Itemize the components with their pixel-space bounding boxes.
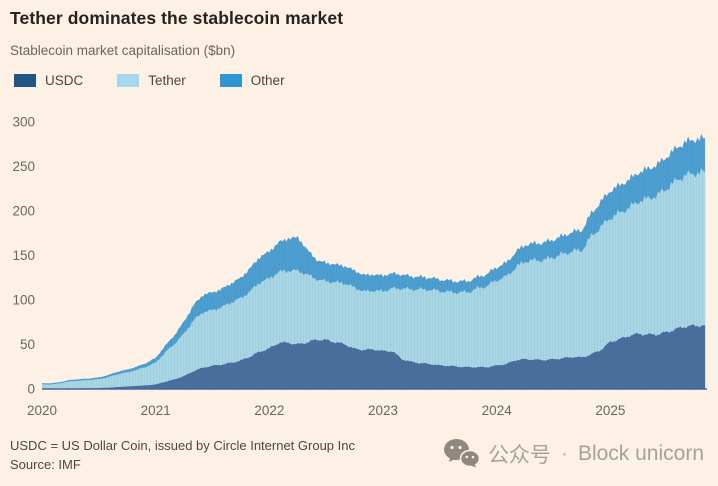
legend-item-usdc: USDC (14, 73, 83, 88)
x-tick-label: 2025 (595, 403, 625, 418)
y-tick-label: 150 (12, 248, 35, 263)
x-tick-label: 2022 (254, 403, 284, 418)
bar-texture-overlay (42, 133, 706, 389)
y-tick-label: 50 (20, 337, 35, 352)
wechat-icon (443, 439, 480, 468)
x-tick-label: 2020 (27, 403, 57, 418)
tether-swatch-icon (117, 74, 140, 87)
chart-legend: USDC Tether Other (14, 73, 285, 88)
y-tick-label: 100 (12, 293, 35, 308)
x-tick-label: 2024 (482, 403, 513, 418)
footnote: USDC = US Dollar Coin, issued by Circle … (10, 438, 355, 453)
watermark: 公众号 · Block unicorn (443, 438, 704, 469)
legend-item-tether: Tether (117, 73, 186, 88)
x-tick-label: 2021 (141, 403, 171, 418)
legend-label-other: Other (250, 73, 285, 88)
other-swatch-icon (219, 74, 242, 87)
y-tick-label: 300 (12, 115, 35, 130)
y-tick-label: 250 (12, 159, 35, 174)
usdc-swatch-icon (14, 74, 36, 87)
axis-group: 0 50 100 150 200 250 300 2020 2021 2022 2023 2024 20… (12, 115, 625, 418)
area-series-group (42, 133, 707, 390)
chart-subtitle: Stablecoin market capitalisation ($bn) (10, 43, 236, 58)
watermark-separator: · (560, 441, 568, 465)
footer-notes: USDC = US Dollar Coin, issued by Circle … (10, 436, 355, 474)
legend-item-other: Other (219, 73, 285, 88)
legend-label-usdc: USDC (45, 73, 84, 88)
legend-label-tether: Tether (148, 73, 186, 88)
y-tick-label: 0 (27, 382, 35, 397)
y-tick-label: 200 (12, 204, 35, 219)
watermark-label: 公众号 (487, 443, 551, 467)
source-note: Source: IMF (10, 457, 81, 472)
watermark-brand: Block unicorn (577, 441, 704, 465)
chart-title: Tether dominates the stablecoin market (10, 8, 344, 28)
x-tick-label: 2023 (368, 403, 398, 418)
